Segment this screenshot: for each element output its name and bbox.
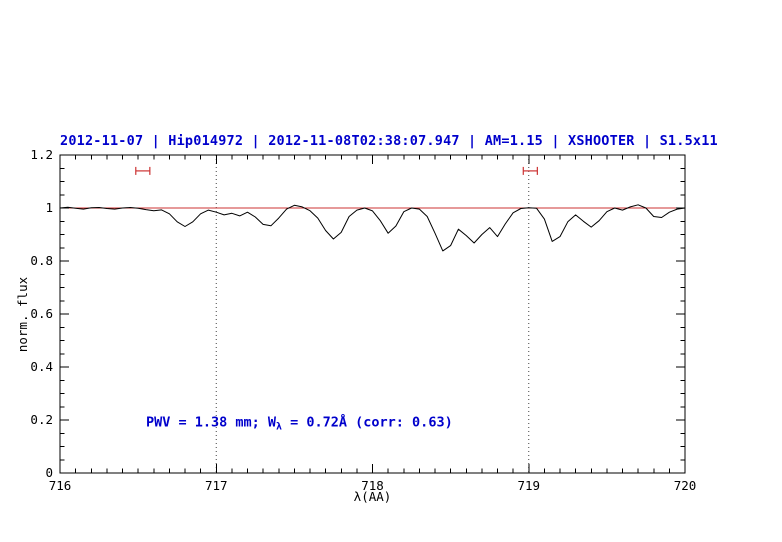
x-tick-label: 716 (49, 478, 72, 493)
x-axis-label: λ(AA) (353, 489, 392, 504)
x-tick-label: 717 (205, 478, 228, 493)
y-tick-label: 1.2 (30, 147, 53, 162)
spectrum-line (59, 204, 686, 252)
x-tick-label: 718 (361, 478, 384, 493)
x-tick-label: 719 (517, 478, 540, 493)
y-tick-label: 0.4 (30, 359, 53, 374)
y-tick-label: 0 (45, 465, 53, 480)
x-tick-label: 720 (674, 478, 697, 493)
pwv-annotation: PWV = 1.38 mm; Wλ = 0.72Å (corr: 0.63) (146, 414, 453, 433)
y-tick-label: 0.8 (30, 253, 53, 268)
y-tick-label: 1 (45, 200, 53, 215)
y-tick-label: 0.6 (30, 306, 53, 321)
plot-title: 2012-11-07 | Hip014972 | 2012-11-08T02:3… (60, 133, 718, 149)
y-tick-label: 0.2 (30, 412, 53, 427)
